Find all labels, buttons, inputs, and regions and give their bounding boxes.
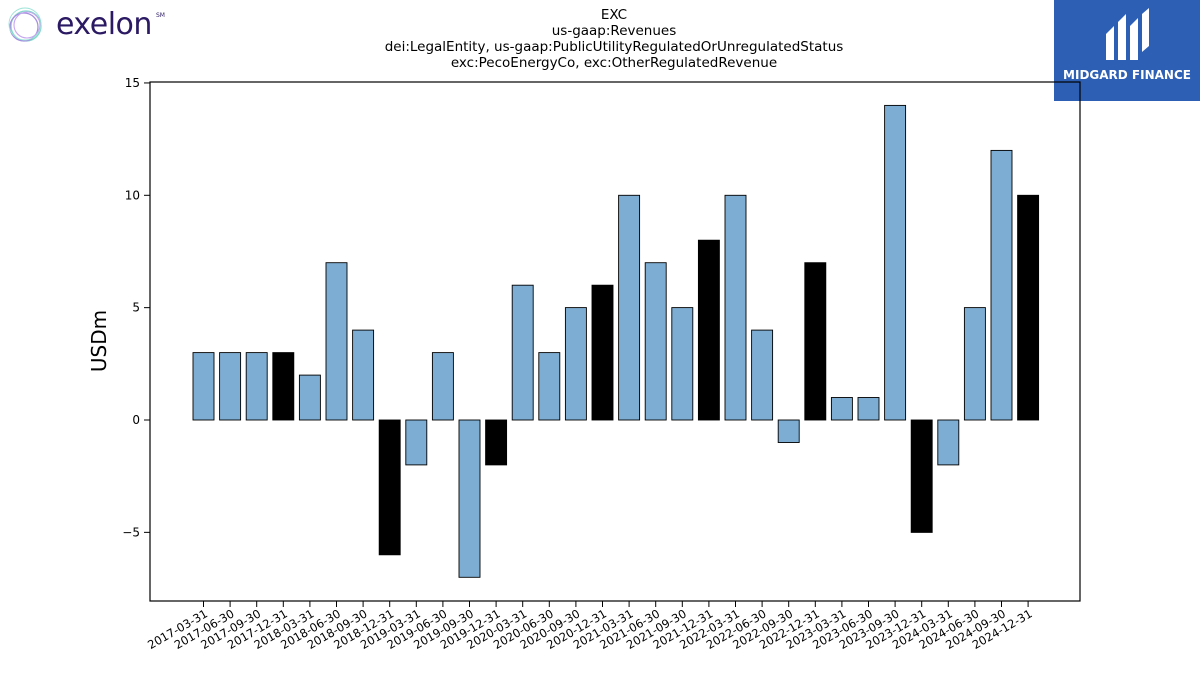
bar — [671, 307, 694, 421]
bar — [485, 419, 508, 466]
bar — [352, 329, 375, 421]
service-mark: SM — [156, 12, 165, 19]
bar — [591, 284, 614, 421]
exelon-logo: exelon SM — [4, 4, 204, 48]
bar — [431, 352, 454, 421]
bar — [910, 419, 933, 533]
chart-title-line: dei:LegalEntity, us-gaap:PublicUtilityRe… — [384, 39, 844, 55]
bar — [325, 262, 348, 421]
bar — [298, 374, 321, 421]
bar — [724, 194, 747, 421]
bar — [458, 419, 481, 578]
bar — [272, 352, 295, 421]
bar — [245, 352, 268, 421]
bar — [990, 149, 1013, 421]
bar — [644, 262, 667, 421]
bars-group — [192, 104, 1040, 578]
bar — [857, 397, 880, 421]
y-tick-label: 15 — [125, 76, 140, 90]
bar — [697, 239, 720, 421]
y-axis: −5 0 5 10 15 — [122, 76, 150, 539]
bar — [378, 419, 401, 556]
y-tick-label: 5 — [132, 301, 140, 315]
bar — [937, 419, 960, 466]
bar — [219, 352, 242, 421]
bar — [538, 352, 561, 421]
bar — [830, 397, 853, 421]
bar — [511, 284, 534, 421]
x-axis: 2017-03-312017-06-302017-09-302017-12-31… — [145, 601, 1035, 652]
bar — [884, 104, 907, 421]
midgard-finance-logo: MIDGARD FINANCE — [1054, 0, 1200, 101]
chart-title: EXC us-gaap:Revenues dei:LegalEntity, us… — [314, 7, 914, 71]
bar — [963, 307, 986, 421]
y-tick-label: 0 — [132, 413, 140, 427]
bar — [1017, 194, 1040, 421]
chart-title-line: exc:PecoEnergyCo, exc:OtherRegulatedReve… — [450, 55, 778, 71]
y-tick-label: −5 — [122, 525, 140, 539]
bar — [751, 329, 774, 421]
bar — [564, 307, 587, 421]
midgard-wordmark: MIDGARD FINANCE — [1063, 68, 1191, 82]
midgard-mark-icon — [1106, 8, 1149, 60]
bar — [405, 419, 428, 466]
chart-title-line: us-gaap:Revenues — [551, 23, 677, 39]
bar — [618, 194, 641, 421]
bar — [804, 262, 827, 421]
bar — [192, 352, 215, 421]
y-tick-label: 10 — [125, 188, 140, 202]
exelon-mark-icon — [8, 7, 42, 42]
bar — [777, 419, 800, 443]
exelon-wordmark: exelon — [56, 7, 152, 42]
plot-frame — [149, 81, 1081, 602]
y-axis-label: USDm — [87, 310, 111, 372]
chart-title-line: EXC — [600, 7, 628, 23]
